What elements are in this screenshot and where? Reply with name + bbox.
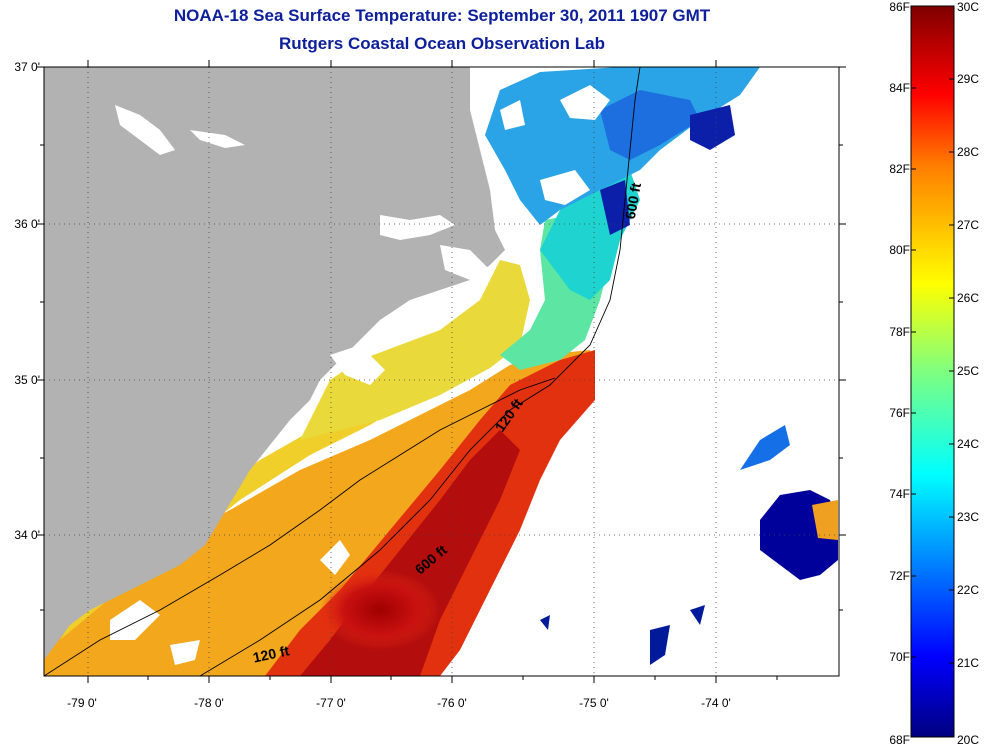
lon-label: -75 0' xyxy=(579,696,609,710)
colorbar-c-label: 30C xyxy=(957,0,980,14)
lat-label: 35 0' xyxy=(14,373,40,387)
isobath-lines xyxy=(44,67,641,676)
lon-label: -79 0' xyxy=(67,696,97,710)
lon-label: -78 0' xyxy=(194,696,224,710)
colorbar-f-label: 72F xyxy=(889,569,910,583)
colorbar-c-label: 22C xyxy=(957,583,980,597)
colorbar-c-label: 28C xyxy=(957,145,980,159)
colorbar xyxy=(910,5,955,738)
isobath-label: 120 ft xyxy=(251,642,290,665)
colorbar-f-label: 78F xyxy=(889,325,910,339)
colorbar-f-label: 80F xyxy=(889,243,910,257)
lon-label: -76 0' xyxy=(437,696,467,710)
colorbar-f-label: 76F xyxy=(889,406,910,420)
colorbar-f-label: 86F xyxy=(889,0,910,14)
colorbar-c-label: 25C xyxy=(957,364,980,378)
map-subtitle: Rutgers Coastal Ocean Observation Lab xyxy=(279,34,605,53)
lat-label: 34 0' xyxy=(14,528,40,542)
colorbar-f-label: 82F xyxy=(889,162,910,176)
colorbar-f-label: 84F xyxy=(889,81,910,95)
colorbar-c-label: 29C xyxy=(957,72,980,86)
colorbar-f-label: 74F xyxy=(889,487,910,501)
axis-ticks xyxy=(37,60,846,683)
sst-field xyxy=(44,67,838,676)
lon-label: -77 0' xyxy=(316,696,346,710)
colorbar-ticks xyxy=(911,78,954,664)
colorbar-c-label: 20C xyxy=(957,733,980,747)
isobath-label: 600 ft xyxy=(622,181,644,220)
lat-label: 36 0' xyxy=(14,217,40,231)
colorbar-c-label: 24C xyxy=(957,437,980,451)
plot-frame xyxy=(43,66,840,677)
colorbar-f-label: 68F xyxy=(889,733,910,747)
lon-label: -74 0' xyxy=(701,696,731,710)
colorbar-c-label: 23C xyxy=(957,510,980,524)
map-title: NOAA-18 Sea Surface Temperature: Septemb… xyxy=(173,6,711,25)
land-mass xyxy=(44,67,505,660)
colorbar-c-label: 26C xyxy=(957,291,980,305)
colorbar-f-label: 70F xyxy=(889,650,910,664)
colorbar-c-label: 21C xyxy=(957,656,980,670)
colorbar-c-label: 27C xyxy=(957,218,980,232)
lat-label: 37 0' xyxy=(14,60,40,74)
